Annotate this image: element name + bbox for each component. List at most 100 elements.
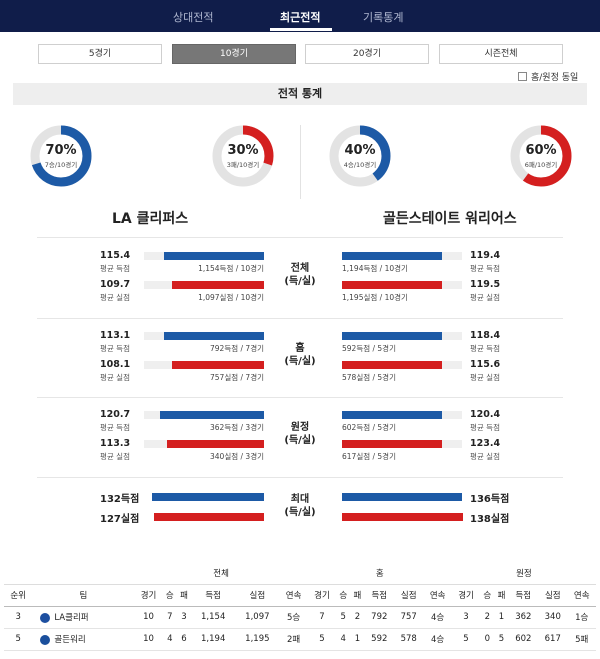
donut-ring	[510, 125, 572, 187]
table-cell: 4	[336, 628, 351, 651]
tab-record-stats[interactable]: 기록통계	[363, 11, 404, 24]
group-divider	[37, 477, 563, 478]
table-column-header: 실점	[538, 584, 568, 607]
group-label-title: 원정	[290, 422, 310, 433]
table-cell: 2패	[279, 628, 308, 651]
stat-record: 578실점 / 5경기	[342, 373, 396, 382]
team-logo-icon	[40, 612, 51, 623]
stat-label: 평균 득점	[100, 344, 130, 353]
table-cell: 362	[508, 606, 539, 629]
stat-record: 340실점 / 3경기	[210, 452, 264, 461]
table-cell: 1,154	[191, 606, 236, 629]
segment-full-season[interactable]: 시즌전체	[439, 44, 563, 64]
stat-record: 592득점 / 5경기	[342, 344, 396, 353]
donut-fill	[510, 125, 572, 187]
stat-record: 602득점 / 5경기	[342, 423, 396, 432]
donut-ring	[212, 125, 274, 187]
table-cell: 1,195	[235, 628, 280, 651]
team-cell: 골든워리	[32, 628, 135, 651]
stat-value: 120.7	[100, 409, 131, 420]
table-cell: 4	[162, 628, 177, 651]
home-away-same-checkbox[interactable]	[518, 72, 527, 81]
table-cell: 5	[494, 628, 509, 651]
donut-fill	[329, 125, 391, 187]
table-row[interactable]: 5 골든워리 10 4 6 1,194 1,195 2패 5 4 1 592 578 4승 5 0 5 602 61…	[4, 628, 596, 651]
stat-value: 115.4	[100, 250, 131, 261]
segment-10-games[interactable]: 10경기	[172, 44, 296, 64]
table-column-header: 득점	[191, 584, 236, 607]
stat-bar	[342, 332, 442, 340]
stat-label: 평균 득점	[470, 264, 500, 273]
group-divider	[37, 397, 563, 398]
win-rate-donut: 60% 6패/10경기	[510, 125, 572, 187]
stat-record: 757실점 / 7경기	[210, 373, 264, 382]
tab-recent-record[interactable]: 최근전적	[280, 11, 321, 24]
table-column-header: 경기	[451, 584, 481, 607]
team-name: 골든워리	[54, 635, 86, 645]
stat-value: 115.6	[470, 359, 501, 370]
table-cell: 1	[350, 628, 365, 651]
top-nav: 상대전적 최근전적 기록통계	[0, 0, 600, 32]
team-logo-icon	[40, 634, 51, 645]
team-name-left: LA 클리퍼스	[112, 211, 189, 227]
segment-20-games[interactable]: 20경기	[305, 44, 429, 64]
stat-record: 792득점 / 7경기	[210, 344, 264, 353]
donut-percent: 30%	[227, 143, 259, 158]
max-scored-right: 136득점	[470, 494, 510, 505]
stat-bar	[172, 361, 264, 369]
group-label: 전체 (득/실)	[270, 262, 330, 288]
table-cell: 1	[494, 606, 509, 629]
table-row[interactable]: 3 LA클리퍼 10 7 3 1,154 1,097 5승 7 5 2 792 757 4승 3 2 1 362 3…	[4, 606, 596, 629]
table-column-header: 실점	[394, 584, 424, 607]
group-label-sub: (득/실)	[284, 356, 316, 367]
table-column-header: 승	[480, 584, 495, 607]
stat-value: 118.4	[470, 330, 501, 341]
donut-fill	[30, 125, 92, 187]
table-group-away: 원정	[451, 562, 596, 585]
table-cell: 1,194	[191, 628, 236, 651]
stat-record: 1,154득점 / 10경기	[198, 264, 264, 273]
donut-fill	[212, 125, 274, 187]
stat-record: 1,195실점 / 10경기	[342, 293, 408, 302]
home-away-same-option[interactable]: 홈/원정 동일	[518, 70, 578, 83]
home-away-same-label: 홈/원정 동일	[531, 73, 579, 83]
table-cell: 4승	[423, 628, 452, 651]
section-title: 전적 통계	[13, 83, 587, 105]
stat-bar	[164, 332, 264, 340]
table-group-blank	[4, 562, 135, 585]
active-tab-indicator	[270, 28, 332, 31]
donut-ring	[30, 125, 92, 187]
table-cell: 3	[176, 606, 192, 629]
group-divider	[37, 237, 563, 238]
table-column-header: 경기	[307, 584, 337, 607]
group-label-title: 전체	[290, 263, 310, 274]
stat-bar	[342, 440, 442, 448]
group-label-title: 홈	[295, 343, 305, 354]
rank-cell: 3	[4, 606, 33, 629]
table-column-header: 연속	[279, 584, 308, 607]
donut-record: 4승/10경기	[343, 161, 377, 169]
stat-bar	[342, 411, 442, 419]
table-cell: 602	[508, 628, 539, 651]
table-cell: 0	[480, 628, 495, 651]
table-group-home: 홈	[307, 562, 452, 585]
stat-bar	[342, 281, 442, 289]
tab-head-to-head[interactable]: 상대전적	[173, 11, 214, 24]
donut-percent: 40%	[344, 143, 376, 158]
win-rate-donut: 30% 3패/10경기	[212, 125, 274, 187]
table-column-header: 승	[336, 584, 351, 607]
stat-label: 평균 실점	[470, 373, 500, 382]
table-cell: 10	[134, 606, 163, 629]
segment-5-games[interactable]: 5경기	[38, 44, 162, 64]
max-allowed-right: 138실점	[470, 514, 510, 525]
table-column-header: 득점	[508, 584, 539, 607]
stat-bar	[342, 252, 442, 260]
stat-value: 119.5	[470, 279, 501, 290]
table-cell: 7	[162, 606, 177, 629]
table-column-header: 패	[494, 584, 509, 607]
team-cell: LA클리퍼	[32, 606, 135, 629]
group-label-sub: (득/실)	[284, 507, 316, 518]
group-label: 원정 (득/실)	[270, 421, 330, 447]
table-column-header: 연속	[567, 584, 596, 607]
max-bar-allowed-left	[154, 513, 264, 521]
